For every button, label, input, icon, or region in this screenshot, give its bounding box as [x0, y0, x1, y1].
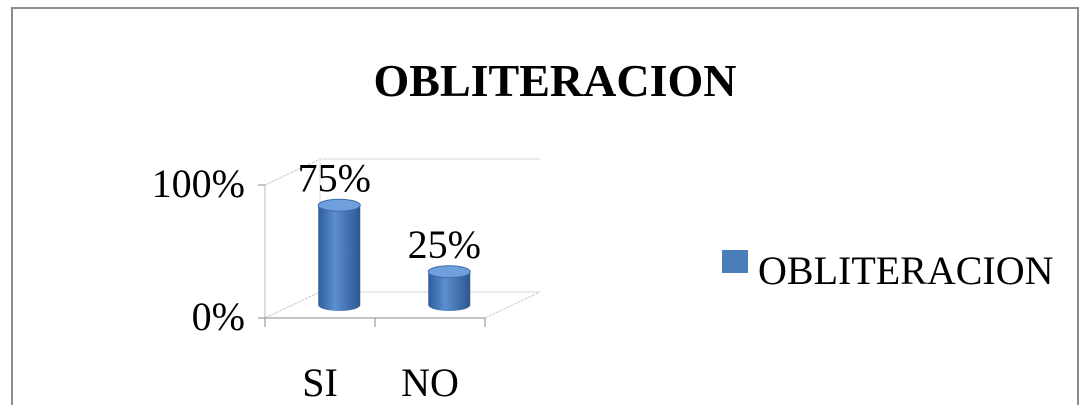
y-tick-label: 0% [192, 294, 245, 339]
chart-frame [11, 7, 1079, 405]
bar-top [427, 265, 471, 279]
bar-top [317, 198, 361, 212]
x-tick-label: SI [302, 360, 338, 405]
data-label: 25% [408, 222, 481, 267]
grid-line [264, 291, 540, 319]
data-label: 75% [298, 155, 371, 200]
legend-label: OBLITERACION [758, 248, 1054, 293]
y-tick-label: 100% [152, 161, 245, 206]
bar [428, 271, 471, 311]
x-tick-label: NO [401, 360, 459, 405]
bar [318, 205, 361, 311]
chart-title: OBLITERACION [374, 55, 737, 106]
floor-right [484, 291, 541, 319]
legend-swatch [722, 250, 748, 273]
